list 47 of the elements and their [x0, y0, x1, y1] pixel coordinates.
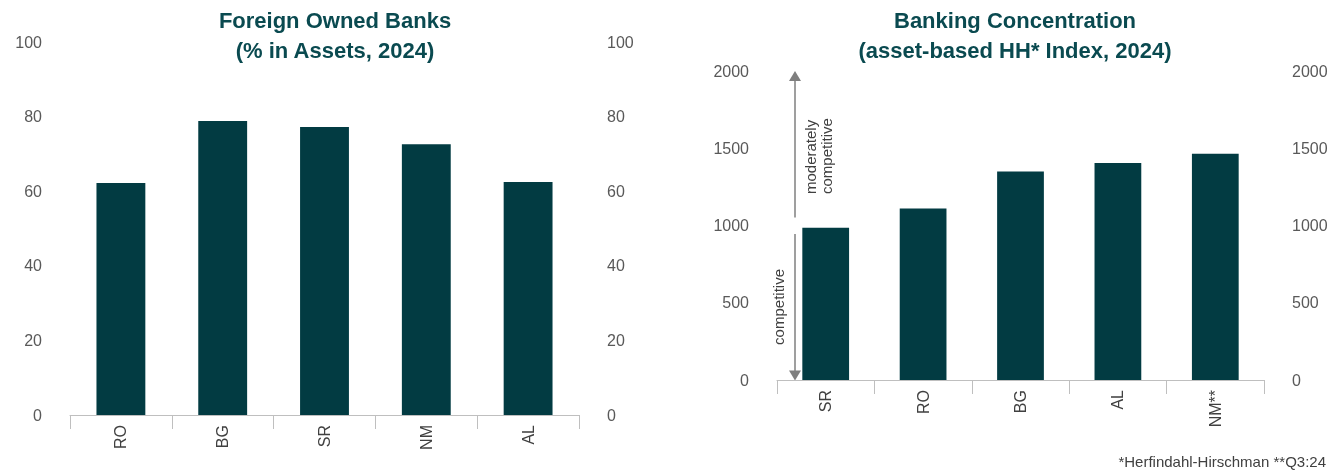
y-tick-label: 60: [24, 182, 43, 200]
y2-tick-label: 60: [607, 182, 625, 200]
x-tick-label: AL: [1109, 389, 1127, 410]
chart-title: Foreign Owned Banks (% in Assets, 2024): [218, 7, 452, 63]
x-tick-label: RO: [112, 425, 130, 449]
bar: [899, 208, 947, 380]
x-tick-label: BG: [214, 425, 232, 449]
y-tick-label: 2000: [713, 62, 750, 80]
y-tick-label: 20: [24, 331, 43, 349]
y2-tick-label: 40: [607, 257, 625, 275]
x-tick-label: SR: [817, 390, 835, 413]
bar: [96, 182, 146, 415]
y2-tick-label: 1000: [1292, 217, 1328, 234]
y-tick-label: 0: [740, 371, 750, 389]
text: *Herfindahl-Hirschman **Q3:24: [1118, 453, 1326, 470]
y2-tick-label: 0: [607, 406, 616, 424]
annotation: competitive: [770, 268, 787, 345]
y2-tick-label: 2000: [1292, 62, 1328, 80]
x-tick-label: NM**: [1206, 390, 1224, 428]
x-tick-label: BG: [1012, 390, 1029, 414]
y-tick-label: 1500: [713, 139, 750, 157]
y-tick-label: 1000: [713, 217, 750, 234]
y2-tick-label: 80: [607, 108, 625, 126]
x-tick-label: AL: [519, 424, 537, 445]
y2-tick-label: 500: [1292, 294, 1319, 312]
bar: [300, 127, 349, 415]
y-tick-label: 40: [24, 257, 43, 275]
bar: [802, 227, 850, 380]
y-tick-label: 0: [33, 406, 43, 424]
annotation: moderately competitive: [802, 117, 835, 195]
bar: [1191, 153, 1239, 380]
bar: [503, 181, 553, 415]
y2-tick-label: 100: [607, 33, 634, 51]
bar: [997, 171, 1044, 380]
y2-tick-label: 1500: [1292, 139, 1328, 157]
bar: [401, 144, 451, 415]
y-tick-label: 500: [722, 294, 750, 312]
bar: [198, 121, 248, 415]
x-tick-label: SR: [316, 425, 333, 448]
y-tick-label: 80: [24, 108, 43, 126]
y-tick-label: 100: [15, 33, 43, 51]
chart-title: Banking Concentration (asset-based HH* Index, 2024): [858, 7, 1172, 63]
bar: [1094, 162, 1142, 380]
y2-tick-label: 20: [607, 331, 625, 349]
x-tick-label: RO: [914, 390, 932, 414]
x-tick-label: NM: [417, 425, 435, 450]
y2-tick-label: 0: [1292, 371, 1301, 389]
